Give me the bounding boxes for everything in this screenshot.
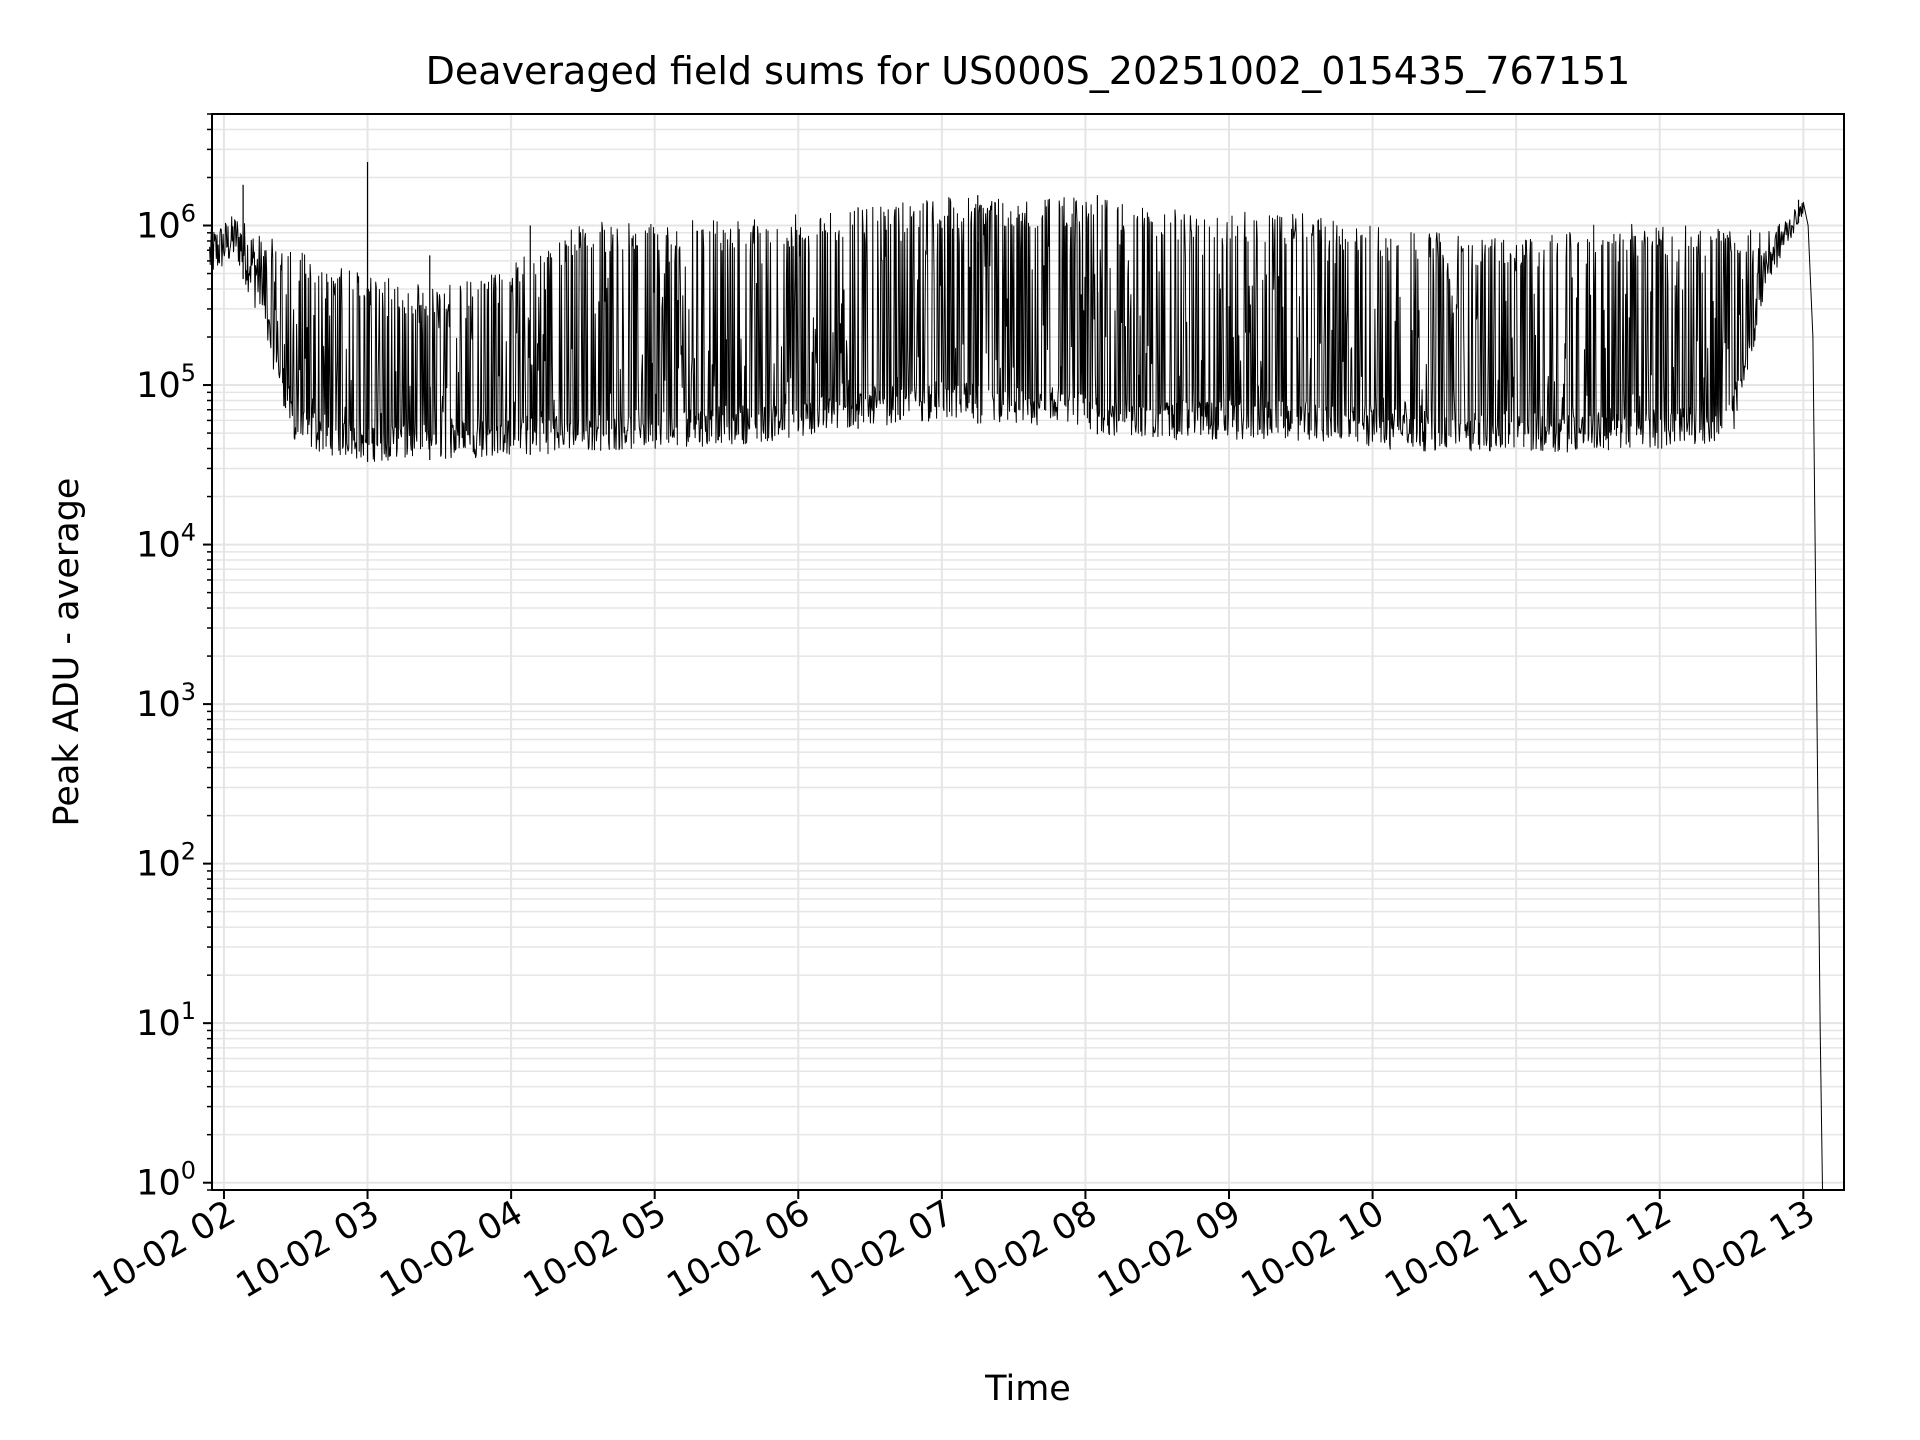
y-tick-exponent: 0 (181, 1157, 196, 1185)
y-tick-exponent: 5 (181, 359, 196, 387)
y-tick-exponent: 3 (181, 678, 196, 706)
y-tick-base: 10 (136, 845, 181, 885)
series-group (209, 162, 1823, 1191)
y-tick-base: 10 (136, 1164, 181, 1204)
chart-title: Deaveraged field sums for US000S_2025100… (426, 49, 1631, 93)
y-tick-label: 104 (136, 519, 196, 566)
y-tick-base: 10 (136, 685, 181, 725)
x-axis-label: Time (984, 1369, 1071, 1409)
y-axis-label: Peak ADU - average (47, 478, 87, 827)
y-tick-base: 10 (136, 526, 181, 566)
y-tick-label: 101 (136, 997, 196, 1044)
y-tick-label: 100 (136, 1157, 196, 1204)
y-tick-label: 105 (136, 359, 196, 406)
y-tick-exponent: 1 (181, 997, 196, 1025)
grid (212, 113, 1844, 1191)
y-tick-base: 10 (136, 1004, 181, 1044)
y-tick-base: 10 (136, 207, 181, 247)
y-tick-label: 103 (136, 678, 196, 725)
y-tick-exponent: 2 (181, 838, 196, 866)
series-line (209, 197, 1823, 1191)
y-tick-label: 106 (136, 200, 196, 247)
y-tick-base: 10 (136, 366, 181, 406)
y-tick-exponent: 6 (181, 200, 196, 228)
plot-frame (211, 113, 1845, 1191)
y-tick-label: 102 (136, 838, 196, 885)
y-tick-exponent: 4 (181, 519, 196, 547)
